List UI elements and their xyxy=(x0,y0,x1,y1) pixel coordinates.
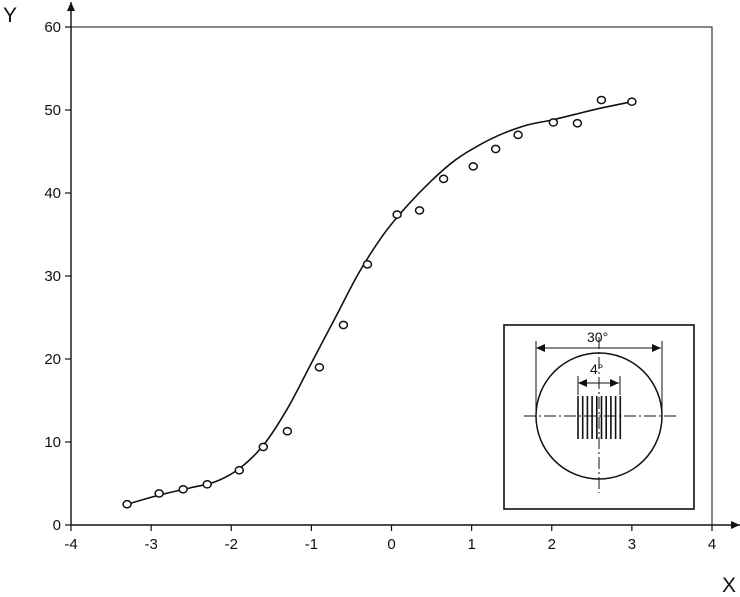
inset-outer-angle-label: 30° xyxy=(587,329,608,345)
data-point xyxy=(572,118,583,128)
fit-curve xyxy=(126,100,633,506)
data-point xyxy=(596,95,607,105)
inset-grating xyxy=(577,396,622,439)
inset-diagram: 30° 4° xyxy=(503,324,695,510)
y-tick-label: 30 xyxy=(44,268,61,285)
x-tick-label: -2 xyxy=(225,536,238,553)
data-point xyxy=(154,489,164,498)
data-point xyxy=(627,97,637,107)
data-point xyxy=(362,260,373,269)
x-tick-label: -4 xyxy=(64,536,77,553)
x-tick-label: 0 xyxy=(387,536,395,553)
data-point xyxy=(513,130,523,140)
inset-frame xyxy=(503,324,695,510)
y-axis-label: Y xyxy=(3,4,17,27)
data-points xyxy=(122,95,637,509)
data-point xyxy=(548,118,559,127)
data-point xyxy=(202,479,212,489)
data-point xyxy=(258,442,269,452)
data-point xyxy=(282,426,293,436)
x-tick-label: 1 xyxy=(467,536,475,553)
data-point xyxy=(438,174,449,184)
data-point xyxy=(122,499,132,509)
x-tick-label: -1 xyxy=(305,536,318,553)
y-tick-label: 50 xyxy=(44,102,61,119)
y-ticks: 0 10 20 30 40 50 60 xyxy=(44,19,71,534)
plot-frame xyxy=(71,26,713,525)
x-ticks: -4 -3 -2 -1 0 1 2 3 4 xyxy=(64,525,716,553)
data-point xyxy=(314,362,325,372)
data-point xyxy=(468,162,478,171)
x-tick-label: 3 xyxy=(628,536,636,553)
data-point xyxy=(178,484,188,494)
inset-inner-angle-label: 4° xyxy=(590,361,603,377)
x-tick-label: -3 xyxy=(144,536,157,553)
data-point xyxy=(338,320,349,330)
y-tick-label: 0 xyxy=(53,517,61,534)
x-tick-label: 2 xyxy=(548,536,556,553)
y-tick-label: 10 xyxy=(44,434,61,451)
data-point xyxy=(490,144,501,154)
y-tick-label: 40 xyxy=(44,185,61,202)
y-tick-label: 20 xyxy=(44,351,61,368)
x-tick-label: 4 xyxy=(708,536,716,553)
data-point xyxy=(392,210,402,219)
data-point xyxy=(234,465,245,475)
x-axis-label: X xyxy=(722,574,736,597)
data-point xyxy=(414,206,425,215)
y-tick-label: 60 xyxy=(44,19,61,36)
